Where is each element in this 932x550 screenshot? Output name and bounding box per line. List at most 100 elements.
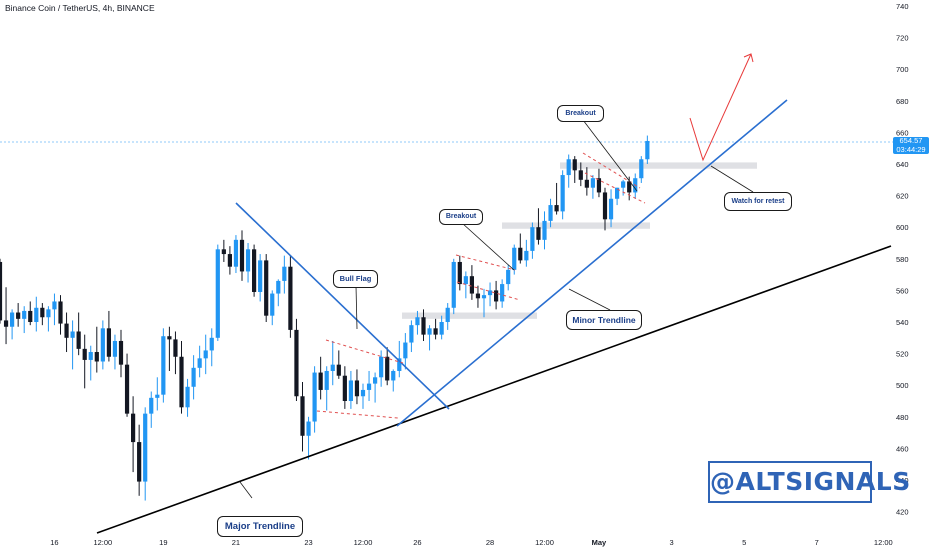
flag-boundary: [455, 254, 516, 271]
candle-body: [391, 370, 396, 381]
time-tick-label: 26: [413, 538, 421, 547]
time-tick-label: 16: [50, 538, 58, 547]
callout-pointer: [239, 481, 253, 499]
price-tick-label: 600: [896, 223, 909, 232]
candle-body: [203, 350, 208, 359]
candle-body: [245, 249, 251, 272]
candle-body: [621, 181, 626, 188]
candle-body: [161, 336, 166, 395]
candle-body: [415, 317, 420, 326]
candle-body: [173, 339, 178, 357]
price-tick-label: 740: [896, 2, 909, 11]
callout-pointer: [461, 222, 515, 271]
major-trendline: [96, 245, 892, 534]
candles: [0, 135, 650, 501]
price-tick-label: 680: [896, 97, 909, 106]
candle-body: [560, 175, 565, 212]
descending-trendline: [235, 202, 450, 410]
callout-pointer: [710, 165, 754, 193]
candle-body: [602, 192, 608, 220]
candle-body: [627, 181, 632, 193]
bull-flag-label[interactable]: Bull Flag: [333, 270, 378, 288]
last-price-value: 654.57: [899, 136, 923, 145]
candle-body: [566, 159, 571, 176]
candle-body: [264, 260, 269, 316]
price-tick-label: 540: [896, 318, 909, 327]
candle-body: [348, 380, 353, 401]
candle-body: [463, 276, 468, 285]
time-axis[interactable]: 16 12:00 19 21 23 12:00 26 28 12:00 May 3 5 7 12:00: [50, 538, 892, 547]
candle-body: [475, 293, 481, 299]
minor-trendline-label[interactable]: Minor Trendline: [566, 310, 642, 330]
support-zones: [402, 162, 757, 319]
candle-body: [82, 348, 87, 360]
candle-body: [590, 178, 595, 188]
candle-body: [149, 397, 154, 414]
price-axis[interactable]: 420 440 460 480 500 520 540 560 580 600 620 640 660 6…: [896, 2, 909, 517]
candle-body: [318, 372, 323, 390]
candle-body: [324, 370, 329, 390]
candle-body: [500, 284, 505, 302]
candle-body: [118, 340, 124, 365]
candle-body: [578, 170, 583, 180]
time-tick-label: 28: [486, 538, 494, 547]
candle-body: [524, 250, 529, 261]
candle-body: [300, 396, 305, 436]
last-price-badge: 654.57 03:44:29: [893, 136, 929, 154]
flag-boundary: [325, 339, 404, 364]
candle-body: [124, 364, 130, 414]
time-tick-label: 12:00: [874, 538, 893, 547]
symbol-title: Binance Coin / TetherUS, 4h, BINANCE: [5, 3, 155, 13]
support-zone-3: [560, 162, 757, 169]
candle-body: [554, 205, 559, 212]
candle-body: [530, 227, 535, 251]
candle-body: [270, 293, 275, 316]
price-tick-label: 560: [896, 286, 909, 295]
time-tick-label: 7: [815, 538, 819, 547]
candle-body: [76, 331, 81, 349]
candle-body: [227, 254, 232, 267]
candle-body: [336, 364, 341, 376]
flag-boundary: [456, 281, 521, 301]
major-trendline-label[interactable]: Major Trendline: [217, 516, 303, 537]
candle-body: [572, 159, 577, 171]
candle-body: [342, 375, 347, 401]
candle-body: [306, 421, 311, 436]
price-tick-label: 620: [896, 192, 909, 201]
candle-body: [608, 198, 614, 220]
candle-body: [46, 309, 51, 318]
candle-body: [330, 364, 335, 371]
candle-body: [179, 356, 184, 408]
candle-body: [221, 249, 226, 255]
price-tick-label: 440: [896, 476, 909, 485]
candle-body: [385, 356, 390, 381]
watch-for-retest-label[interactable]: Watch for retest: [724, 192, 792, 211]
candle-body: [366, 383, 372, 390]
candle-body: [518, 247, 523, 261]
candle-body: [445, 307, 450, 322]
breakout-label-2[interactable]: Breakout: [557, 105, 604, 122]
candle-body: [112, 340, 118, 357]
candle-body: [106, 328, 111, 357]
candle-body: [373, 377, 378, 384]
candle-body: [354, 380, 360, 397]
candle-body: [100, 328, 105, 362]
candle-body: [433, 328, 438, 335]
candle-body: [403, 342, 408, 359]
breakout-label-1[interactable]: Breakout: [439, 209, 483, 225]
candle-body: [487, 290, 493, 296]
drawings: [96, 53, 892, 534]
candle-body: [542, 220, 547, 240]
candle-body: [10, 312, 15, 327]
candle-body: [457, 261, 462, 285]
candle-body: [397, 358, 402, 371]
candle-body: [536, 227, 541, 240]
candle-body: [288, 266, 293, 330]
candle-body: [494, 290, 499, 302]
projection-arrowhead: [743, 53, 754, 63]
candle-body: [584, 179, 589, 188]
bar-countdown: 03:44:29: [896, 144, 926, 154]
candle-body: [155, 394, 160, 398]
candle-body: [167, 336, 172, 340]
